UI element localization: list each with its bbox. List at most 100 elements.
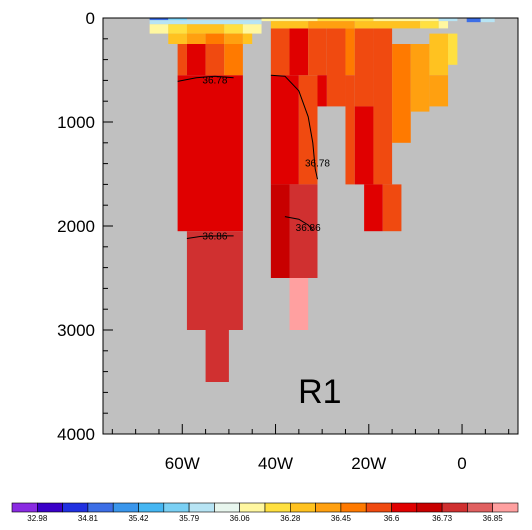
heatmap-cell [177, 75, 243, 232]
contour-line [270, 74, 318, 180]
heatmap-cell [168, 33, 187, 44]
colorbar: 32.98 34.81 35.42 35.79 36.06 36.28 36.45 36.6 3… [11, 502, 519, 523]
colorbar-swatch [315, 502, 342, 513]
contour-line [177, 75, 234, 82]
x-tick-label: 20W [351, 454, 386, 473]
heatmap-cell [438, 18, 458, 22]
heatmap-cell [466, 18, 481, 23]
heatmap-cell [168, 18, 187, 21]
colorbar-swatch [188, 502, 215, 513]
plot-area: 36.78 36.78 36.86 36.86 [102, 17, 519, 435]
colorbar-label: 36.6 [384, 514, 400, 523]
x-tick-label: 60W [165, 454, 200, 473]
contour-label: 36.78 [305, 159, 330, 170]
heatmap-cell [308, 28, 327, 76]
colorbar-swatch [112, 502, 139, 513]
heatmap-cell [224, 33, 243, 44]
contour-line [284, 216, 314, 231]
heatmap-cell [177, 44, 187, 76]
heatmap-cell [205, 33, 225, 44]
colorbar-label: 34.81 [78, 514, 99, 523]
colorbar-label: 35.42 [128, 514, 149, 523]
colorbar-swatch [289, 502, 316, 513]
colorbar-swatch [138, 502, 165, 513]
heatmap-cell [354, 28, 374, 107]
colorbar-swatch [11, 502, 38, 513]
heatmap-cell [186, 231, 243, 330]
heatmap-cell [429, 33, 449, 76]
heatmap-cell [149, 18, 169, 21]
heatmap-cell [317, 75, 327, 107]
heatmap-cell [364, 184, 383, 232]
x-tick-label: 0 [457, 454, 466, 473]
heatmap-cell [270, 75, 299, 185]
x-tick-label: 40W [258, 454, 293, 473]
heatmap-cell [345, 75, 355, 185]
heatmap-cell [224, 44, 243, 76]
heatmap-cell [149, 24, 169, 34]
heatmap-cell [345, 28, 355, 76]
heatmap-cell [242, 33, 253, 44]
colorbar-swatch [264, 502, 291, 513]
y-tick-label: 1000 [57, 113, 95, 132]
heatmap-cell [242, 24, 262, 34]
heatmap-cell [270, 28, 290, 76]
heatmap-cell [382, 184, 402, 232]
heatmap-cell [429, 75, 449, 107]
heatmap-cell [308, 21, 355, 29]
y-axis: 0 1000 2000 3000 4000 [57, 9, 113, 444]
heatmap-cell [261, 18, 318, 22]
colorbar-label: 36.73 [432, 514, 453, 523]
heatmap-cell [186, 33, 206, 44]
heatmap-cell [205, 330, 229, 382]
panel-label: R1 [298, 373, 341, 411]
heatmap-cell [205, 44, 225, 76]
heatmap-cell [317, 18, 374, 22]
colorbar-swatch [441, 502, 468, 513]
heatmap-cell [149, 20, 262, 25]
heatmap-cell [270, 184, 290, 278]
colorbar-label: 36.45 [331, 514, 352, 523]
heatmap-cell [480, 18, 495, 23]
colorbar-swatch [36, 502, 63, 513]
heatmap-cell [289, 184, 318, 278]
colorbar-swatch [214, 502, 240, 513]
colorbar-swatch [467, 502, 493, 513]
contour-line [186, 235, 234, 239]
colorbar-swatch [492, 502, 519, 513]
heatmap-cell [354, 21, 421, 29]
colorbar-swatch [340, 502, 367, 513]
colorbar-label: 36.85 [483, 514, 504, 523]
heatmap-cell [168, 24, 187, 34]
heatmap-cell [289, 278, 309, 330]
colorbar-swatch [239, 502, 266, 513]
colorbar-label: 36.28 [280, 514, 301, 523]
colorbar-swatch [391, 502, 418, 513]
heatmap-cell [448, 33, 458, 65]
y-tick-label: 3000 [57, 321, 95, 340]
heatmap-cell [392, 44, 411, 143]
y-tick-label: 0 [86, 9, 95, 28]
heatmap-cell [270, 21, 309, 29]
contour-label: 36.86 [296, 223, 321, 234]
colorbar-swatch [87, 502, 114, 513]
colorbar-swatch [163, 502, 190, 513]
colorbar-label: 36.06 [230, 514, 251, 523]
colorbar-label: 32.98 [27, 514, 48, 523]
y-tick-label: 4000 [57, 425, 95, 444]
heatmap-cell [410, 44, 430, 112]
heatmap-cell [186, 24, 225, 34]
contour-label: 36.86 [202, 231, 227, 242]
heatmap-cells [149, 18, 495, 382]
colorbar-label: 35.79 [179, 514, 200, 523]
heatmap-cell [354, 106, 374, 185]
colorbar-swatch [62, 502, 89, 513]
heatmap-cell [186, 44, 206, 76]
colorbar-swatch [365, 502, 392, 513]
x-axis: 60W 40W 20W 0 [111, 424, 510, 473]
contour-lines: 36.78 36.78 36.86 36.86 [177, 74, 330, 242]
heatmap-cell [438, 21, 449, 29]
heatmap-cell [326, 28, 346, 107]
heatmap-cell [420, 21, 439, 29]
